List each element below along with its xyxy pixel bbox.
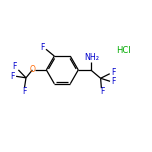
Text: NH₂: NH₂ [85,53,99,62]
Text: HCl: HCl [116,46,130,55]
Text: F: F [100,87,104,97]
Text: F: F [111,77,116,86]
Text: F: F [111,68,115,77]
Text: O: O [29,65,35,74]
Text: F: F [10,72,14,81]
Text: F: F [40,43,44,52]
Text: F: F [22,87,27,97]
Text: F: F [12,62,17,71]
